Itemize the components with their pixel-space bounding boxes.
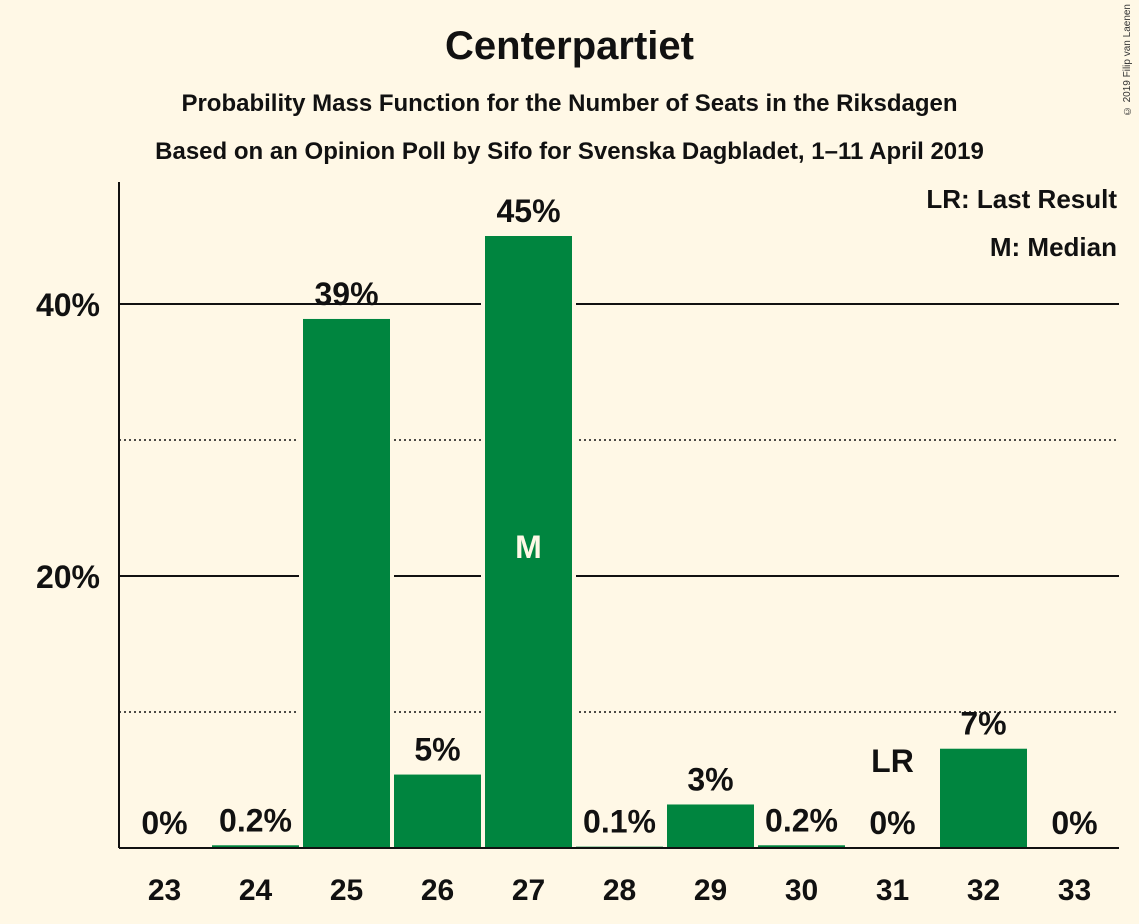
bar-value-label: 5% (414, 732, 460, 768)
bar-value-label: 0.1% (583, 804, 656, 840)
legend-median: M: Median (989, 232, 1117, 262)
bar (758, 845, 845, 848)
bar-value-label: 0.2% (765, 802, 838, 838)
y-tick-label: 20% (36, 559, 100, 595)
bar (394, 774, 481, 848)
bar-value-label: 3% (687, 761, 733, 797)
bar-value-label: 0% (869, 805, 915, 841)
bar-gap (754, 841, 849, 848)
bar-value-label: 45% (496, 193, 560, 229)
bar-gap (208, 841, 303, 848)
bar-value-label: 0% (141, 805, 187, 841)
x-tick-label: 28 (603, 874, 636, 907)
bar-value-label: 0.2% (219, 802, 292, 838)
x-tick-label: 30 (785, 874, 818, 907)
x-tick-label: 27 (512, 874, 545, 907)
bar-value-label: 0% (1051, 805, 1097, 841)
x-tick-label: 29 (694, 874, 727, 907)
bar-value-label: 39% (314, 276, 378, 312)
last-result-marker: LR (871, 743, 914, 779)
legend-last-result: LR: Last Result (926, 184, 1117, 214)
bar (940, 748, 1027, 848)
y-tick-label: 40% (36, 287, 100, 323)
x-tick-label: 25 (330, 874, 363, 907)
x-tick-label: 24 (239, 874, 273, 907)
x-tick-label: 23 (148, 874, 181, 907)
bar-gap (572, 842, 667, 848)
bar (485, 236, 572, 848)
chart-source: Based on an Opinion Poll by Sifo for Sve… (155, 138, 984, 165)
median-marker: M (515, 529, 542, 565)
bar (303, 318, 390, 849)
chart-title: Centerpartiet (445, 24, 694, 68)
x-tick-label: 32 (967, 874, 1000, 907)
x-tick-label: 31 (876, 874, 909, 907)
x-tick-label: 33 (1058, 874, 1091, 907)
x-tick-label: 26 (421, 874, 454, 907)
bar (212, 845, 299, 848)
chart-subtitle: Probability Mass Function for the Number… (181, 90, 958, 117)
bar (667, 804, 754, 848)
bar-value-label: 7% (960, 706, 1006, 742)
